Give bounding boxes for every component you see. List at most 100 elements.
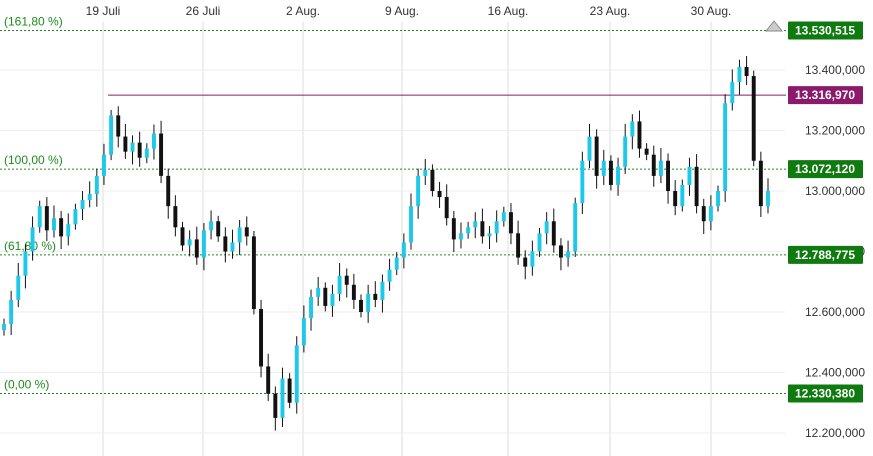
- candle-body: [287, 378, 292, 403]
- resistance-value-label: 13.316,970: [795, 88, 855, 102]
- candle: [330, 284, 335, 317]
- candle-body: [737, 66, 742, 83]
- candle-body: [766, 191, 770, 207]
- candle-body: [216, 221, 221, 237]
- x-tick-label: 2 Aug.: [286, 4, 320, 18]
- candle: [666, 153, 671, 204]
- candle: [73, 203, 78, 230]
- candle-body: [9, 299, 14, 325]
- candle-body: [508, 212, 513, 234]
- candle: [151, 124, 156, 160]
- candle: [644, 143, 649, 161]
- candle-body: [280, 378, 285, 418]
- candle: [637, 110, 642, 158]
- candle: [37, 200, 42, 233]
- candle: [201, 223, 206, 271]
- candle: [59, 210, 64, 250]
- fib-value-label: 12.788,775: [795, 248, 855, 262]
- candle-body: [201, 230, 206, 258]
- candle-body: [73, 209, 78, 225]
- candle-body: [651, 154, 656, 176]
- candle: [223, 227, 228, 263]
- candlestick-series: [2, 56, 770, 431]
- scroll-up-icon[interactable]: [764, 20, 784, 32]
- candle: [16, 262, 21, 308]
- candle-body: [537, 233, 542, 252]
- x-tick-label: 30 Aug.: [691, 4, 732, 18]
- candle: [409, 193, 413, 250]
- candle: [359, 294, 363, 318]
- candle-body: [430, 169, 435, 191]
- level-labels: 13.530,515 13.072,120 12.788,775 12.330,380…: [788, 21, 863, 403]
- candle: [123, 123, 128, 159]
- candle: [608, 155, 613, 191]
- candle: [52, 205, 56, 238]
- candle: [758, 151, 763, 218]
- candle-body: [123, 136, 128, 152]
- candle: [501, 206, 506, 227]
- candle-body: [573, 203, 578, 252]
- candle-body: [330, 293, 335, 306]
- candle-body: [544, 221, 549, 234]
- candle-body: [316, 287, 321, 297]
- candle-body: [409, 206, 413, 243]
- candle-body: [23, 251, 28, 276]
- candle-body: [701, 206, 706, 222]
- fib-value-badge-bg: [788, 21, 863, 40]
- candle-body: [94, 175, 99, 195]
- candle-body: [130, 142, 135, 152]
- candle-body: [244, 227, 249, 237]
- candle: [94, 168, 99, 207]
- candle-body: [2, 324, 6, 331]
- candle-body: [380, 281, 385, 300]
- candle: [394, 252, 399, 276]
- candle: [137, 131, 142, 167]
- candle-body: [716, 191, 720, 207]
- candle: [387, 258, 392, 291]
- candle-body: [437, 191, 442, 198]
- candle-body: [416, 175, 421, 207]
- candle: [23, 244, 28, 289]
- candle: [209, 210, 214, 240]
- candle: [344, 268, 349, 298]
- candle: [694, 154, 699, 214]
- fib-value-badge-bg: [788, 384, 863, 403]
- fib-value-badge-bg: [788, 245, 863, 264]
- candle: [166, 168, 171, 219]
- candle-body: [694, 166, 699, 207]
- candle: [380, 274, 385, 313]
- candle: [537, 227, 542, 257]
- candle-body: [566, 251, 571, 258]
- candle: [566, 240, 571, 267]
- candle: [273, 386, 278, 431]
- candle-body: [344, 275, 349, 285]
- fib-level-label: (161,80 %): [4, 15, 63, 29]
- candle-body: [116, 115, 121, 137]
- fib-value-badge: 12.788,775: [788, 245, 863, 264]
- candle: [280, 367, 285, 427]
- candle: [701, 198, 706, 234]
- candle-body: [459, 233, 463, 240]
- candle-body: [59, 218, 64, 237]
- candle-body: [451, 218, 456, 240]
- candle-body: [144, 148, 149, 158]
- candle: [751, 70, 756, 167]
- candle: [658, 148, 663, 184]
- candle-body: [137, 142, 142, 158]
- candle-body: [259, 308, 264, 367]
- candle-body: [87, 194, 92, 201]
- candle-body: [373, 293, 378, 300]
- x-tick-label: 26 Juli: [186, 4, 221, 18]
- candle-body: [309, 296, 313, 319]
- candle-body: [594, 136, 599, 176]
- candle-body: [37, 206, 42, 228]
- x-axis: 19 Juli 26 Juli 2 Aug. 9 Aug. 16 Aug. 23 Aug.…: [86, 4, 732, 18]
- candle-body: [744, 66, 749, 77]
- candle: [144, 143, 149, 164]
- candle-body: [237, 227, 242, 243]
- candle-body: [323, 287, 328, 306]
- grid-lines: [0, 22, 785, 456]
- candle-body: [494, 221, 499, 234]
- candle: [366, 284, 371, 323]
